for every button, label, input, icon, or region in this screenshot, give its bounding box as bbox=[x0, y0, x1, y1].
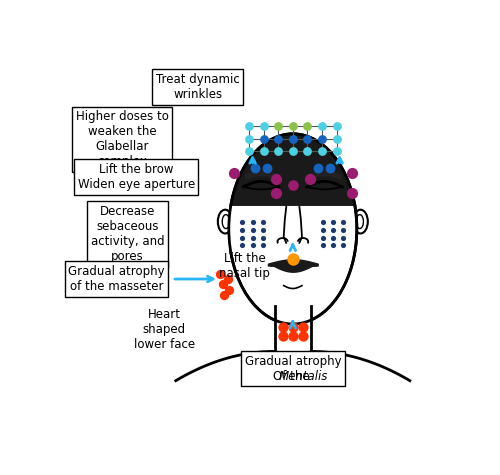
Point bbox=[289, 148, 297, 155]
Point bbox=[326, 164, 334, 171]
Point bbox=[278, 332, 286, 340]
Point bbox=[238, 234, 246, 241]
Point bbox=[260, 148, 268, 155]
Polygon shape bbox=[231, 134, 355, 205]
Point bbox=[329, 234, 337, 241]
Point bbox=[274, 123, 282, 130]
Point bbox=[90, 238, 98, 246]
Point bbox=[109, 223, 117, 231]
Ellipse shape bbox=[218, 209, 232, 234]
Point bbox=[329, 226, 337, 234]
Point bbox=[238, 226, 246, 234]
Point bbox=[238, 242, 246, 249]
Point bbox=[259, 242, 267, 249]
Point bbox=[314, 164, 322, 171]
Point bbox=[245, 123, 253, 130]
Point bbox=[319, 234, 327, 241]
Point bbox=[260, 135, 268, 143]
Point bbox=[100, 223, 108, 231]
Point bbox=[289, 135, 297, 143]
Text: Gradual atrophy
of the masseter: Gradual atrophy of the masseter bbox=[68, 265, 165, 293]
Point bbox=[224, 275, 232, 283]
Point bbox=[340, 218, 347, 226]
Point bbox=[109, 231, 117, 238]
Ellipse shape bbox=[229, 134, 357, 324]
Point bbox=[289, 332, 297, 340]
Point bbox=[329, 242, 337, 249]
Point bbox=[289, 123, 297, 130]
Point bbox=[319, 226, 327, 234]
Point bbox=[304, 135, 312, 143]
Point bbox=[260, 123, 268, 130]
Point bbox=[90, 231, 98, 238]
Point bbox=[319, 218, 327, 226]
Point bbox=[259, 226, 267, 234]
Point bbox=[251, 164, 259, 171]
Point bbox=[90, 223, 98, 231]
Point bbox=[263, 164, 271, 171]
Point bbox=[225, 286, 233, 294]
Point bbox=[299, 323, 307, 331]
Point bbox=[100, 238, 108, 246]
Point bbox=[109, 238, 117, 246]
Point bbox=[248, 242, 256, 249]
Point bbox=[332, 148, 340, 155]
Point bbox=[319, 242, 327, 249]
Point bbox=[248, 234, 256, 241]
Point bbox=[272, 175, 280, 182]
Point bbox=[348, 169, 356, 177]
Point bbox=[216, 270, 224, 277]
Text: Treat dynamic
wrinkles: Treat dynamic wrinkles bbox=[156, 73, 240, 101]
Point bbox=[340, 226, 347, 234]
Text: Lift the
nasal tip: Lift the nasal tip bbox=[219, 252, 270, 280]
Point bbox=[259, 218, 267, 226]
Point bbox=[318, 148, 326, 155]
Point bbox=[304, 123, 312, 130]
Point bbox=[230, 169, 238, 177]
Point bbox=[218, 281, 226, 288]
Point bbox=[306, 175, 314, 182]
Point bbox=[299, 332, 307, 340]
Point bbox=[248, 218, 256, 226]
Point bbox=[304, 148, 312, 155]
Point bbox=[119, 231, 127, 238]
Point bbox=[220, 292, 228, 299]
Point bbox=[289, 181, 297, 189]
Point bbox=[318, 135, 326, 143]
Point bbox=[340, 234, 347, 241]
Text: Decrease
sebaceous
activity, and
pores: Decrease sebaceous activity, and pores bbox=[90, 205, 164, 263]
Ellipse shape bbox=[353, 209, 368, 234]
Point bbox=[238, 218, 246, 226]
Point bbox=[278, 323, 286, 331]
Text: Mentalis: Mentalis bbox=[279, 370, 328, 383]
Point bbox=[348, 189, 356, 197]
Point bbox=[318, 123, 326, 130]
Point bbox=[274, 135, 282, 143]
Point bbox=[248, 226, 256, 234]
Text: Heart
shaped
lower face: Heart shaped lower face bbox=[134, 308, 194, 351]
Point bbox=[272, 189, 280, 197]
Point bbox=[119, 223, 127, 231]
Point bbox=[245, 148, 253, 155]
Point bbox=[100, 231, 108, 238]
Text: Gradual atrophy
Of the: Gradual atrophy Of the bbox=[244, 355, 341, 383]
Point bbox=[289, 255, 297, 263]
Point bbox=[329, 218, 337, 226]
Point bbox=[340, 242, 347, 249]
Text: Lift the brow
Widen eye aperture: Lift the brow Widen eye aperture bbox=[78, 163, 195, 191]
Point bbox=[274, 148, 282, 155]
Text: Higher doses to
weaken the
Glabellar
complex: Higher doses to weaken the Glabellar com… bbox=[76, 110, 168, 168]
Point bbox=[245, 135, 253, 143]
Point bbox=[119, 238, 127, 246]
Point bbox=[289, 323, 297, 331]
Point bbox=[259, 234, 267, 241]
Point bbox=[332, 135, 340, 143]
Point bbox=[332, 123, 340, 130]
